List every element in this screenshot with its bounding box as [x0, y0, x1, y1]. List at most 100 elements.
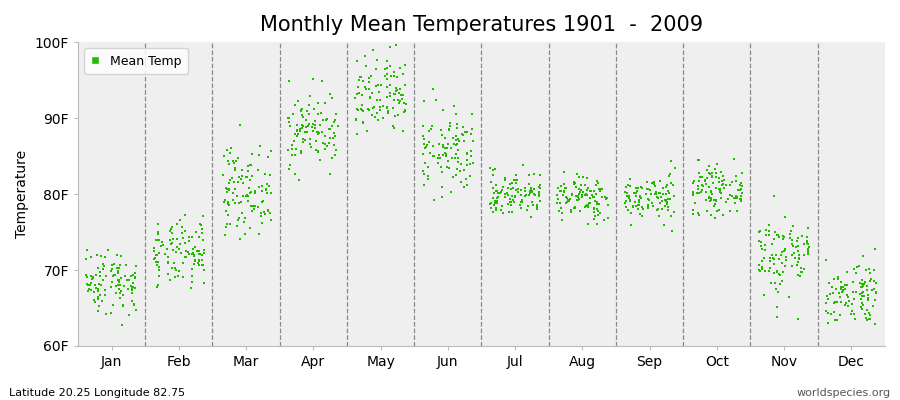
- Point: [305, 76, 320, 82]
- Point: [505, 209, 519, 215]
- Point: [457, 138, 472, 144]
- Point: [292, 177, 306, 183]
- Point: [220, 201, 235, 207]
- Point: [165, 224, 179, 230]
- Point: [435, 132, 449, 138]
- Point: [127, 300, 141, 307]
- Point: [590, 180, 605, 186]
- Point: [93, 292, 107, 298]
- Point: [832, 312, 847, 318]
- Point: [532, 184, 546, 190]
- Point: [383, 90, 398, 97]
- Point: [698, 176, 712, 183]
- Point: [301, 123, 315, 130]
- Point: [644, 200, 659, 206]
- Point: [373, 97, 387, 103]
- Point: [313, 122, 328, 128]
- Point: [600, 214, 615, 221]
- Point: [719, 182, 733, 189]
- Point: [790, 272, 805, 279]
- Point: [590, 208, 605, 215]
- Point: [844, 348, 859, 354]
- Point: [691, 183, 706, 190]
- Point: [592, 210, 607, 216]
- Point: [327, 130, 341, 136]
- Point: [857, 280, 871, 287]
- Point: [587, 188, 601, 194]
- Point: [504, 186, 518, 192]
- Point: [797, 252, 812, 258]
- Point: [617, 189, 632, 196]
- Point: [704, 195, 718, 201]
- Point: [223, 221, 238, 227]
- Point: [112, 278, 126, 284]
- Point: [773, 252, 788, 258]
- Point: [309, 118, 323, 124]
- Point: [483, 204, 498, 211]
- Point: [619, 198, 634, 204]
- Point: [644, 191, 658, 197]
- Point: [364, 73, 378, 80]
- Point: [99, 311, 113, 317]
- Point: [487, 190, 501, 196]
- Point: [97, 287, 112, 293]
- Point: [120, 276, 134, 283]
- Point: [234, 176, 248, 182]
- Point: [248, 188, 263, 194]
- Point: [375, 115, 390, 121]
- Point: [600, 195, 615, 201]
- Point: [855, 290, 869, 296]
- Point: [646, 181, 661, 188]
- Point: [348, 95, 363, 102]
- Point: [88, 272, 103, 278]
- Point: [460, 129, 474, 136]
- Point: [448, 133, 463, 140]
- Point: [530, 206, 544, 212]
- Point: [437, 145, 452, 152]
- Point: [791, 248, 806, 254]
- Point: [734, 186, 748, 192]
- Point: [690, 189, 705, 196]
- Point: [592, 186, 607, 193]
- Point: [589, 182, 603, 188]
- Point: [534, 181, 548, 188]
- Point: [243, 203, 257, 210]
- Point: [508, 192, 523, 199]
- Point: [791, 258, 806, 265]
- Point: [432, 140, 446, 147]
- Point: [532, 193, 546, 199]
- Point: [245, 151, 259, 158]
- Point: [147, 245, 161, 251]
- Point: [622, 194, 636, 200]
- Point: [396, 128, 410, 134]
- Point: [356, 108, 370, 114]
- Point: [572, 174, 586, 180]
- Point: [116, 302, 130, 308]
- Point: [594, 186, 608, 192]
- Point: [863, 312, 878, 318]
- Point: [701, 163, 716, 170]
- Point: [361, 106, 375, 112]
- Point: [192, 257, 206, 264]
- Point: [156, 242, 170, 248]
- Point: [569, 193, 583, 199]
- Point: [219, 184, 233, 191]
- Point: [836, 287, 850, 294]
- Point: [856, 289, 870, 296]
- Point: [524, 184, 538, 191]
- Point: [554, 205, 568, 212]
- Point: [522, 192, 536, 198]
- Point: [866, 303, 880, 309]
- Point: [734, 180, 748, 186]
- Point: [799, 234, 814, 240]
- Point: [634, 184, 649, 191]
- Point: [318, 145, 332, 152]
- Point: [237, 219, 251, 226]
- Point: [707, 214, 722, 221]
- Point: [868, 296, 882, 303]
- Point: [661, 188, 675, 194]
- Point: [112, 262, 127, 268]
- Point: [801, 225, 815, 232]
- Point: [770, 314, 784, 320]
- Point: [590, 212, 605, 218]
